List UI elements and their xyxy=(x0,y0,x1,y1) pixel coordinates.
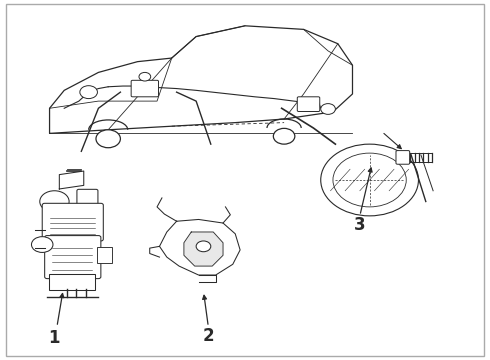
FancyBboxPatch shape xyxy=(396,150,410,164)
Circle shape xyxy=(321,104,335,114)
Circle shape xyxy=(31,237,53,252)
Polygon shape xyxy=(159,220,240,275)
Circle shape xyxy=(96,130,121,148)
FancyBboxPatch shape xyxy=(45,235,101,279)
FancyBboxPatch shape xyxy=(98,247,112,263)
Polygon shape xyxy=(49,26,352,134)
Circle shape xyxy=(333,153,406,207)
Polygon shape xyxy=(198,275,216,282)
Circle shape xyxy=(196,241,211,252)
FancyBboxPatch shape xyxy=(77,189,98,212)
Text: 3: 3 xyxy=(354,216,366,234)
Circle shape xyxy=(40,191,69,212)
FancyBboxPatch shape xyxy=(297,97,320,112)
Polygon shape xyxy=(184,232,223,266)
Polygon shape xyxy=(150,246,159,257)
FancyBboxPatch shape xyxy=(42,203,103,241)
Circle shape xyxy=(80,86,98,99)
Polygon shape xyxy=(59,171,84,189)
Text: 2: 2 xyxy=(202,327,214,345)
Circle shape xyxy=(321,144,418,216)
FancyBboxPatch shape xyxy=(49,274,95,290)
FancyBboxPatch shape xyxy=(131,80,159,97)
Circle shape xyxy=(139,72,151,81)
Text: 1: 1 xyxy=(48,329,59,347)
Circle shape xyxy=(273,129,295,144)
